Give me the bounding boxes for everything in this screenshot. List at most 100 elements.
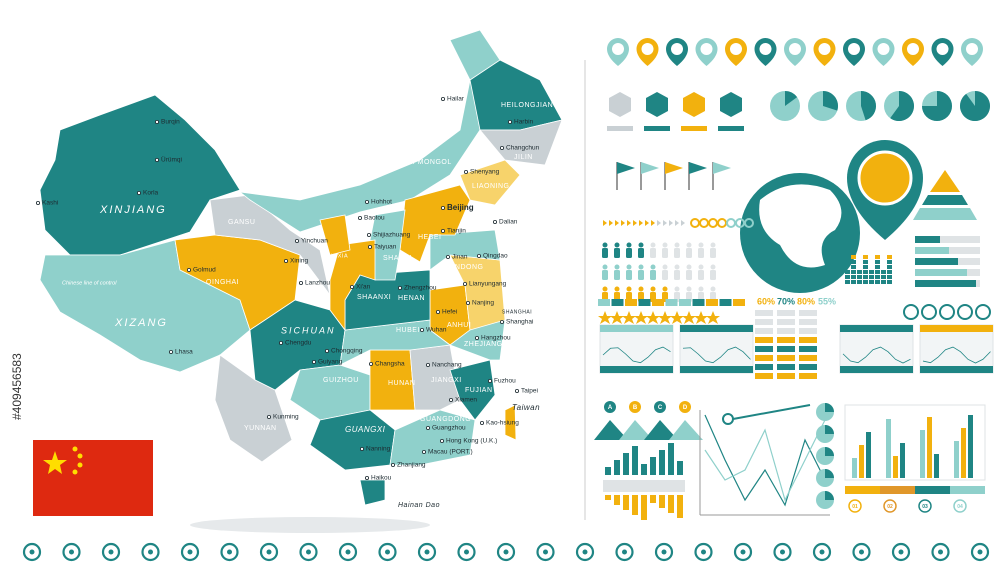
person-body (650, 270, 656, 280)
person-body (626, 248, 632, 258)
star (682, 311, 696, 324)
scale-cell (611, 299, 624, 306)
cell (777, 328, 795, 334)
bar (641, 495, 647, 520)
step-bar (845, 486, 880, 494)
bar (954, 441, 959, 478)
icon (385, 549, 390, 555)
step-bar (950, 486, 985, 494)
region (459, 159, 521, 206)
marker (629, 401, 641, 413)
icon (582, 549, 588, 555)
region (369, 209, 406, 281)
icon (733, 542, 753, 562)
icon (148, 549, 153, 555)
city-label: Macau (PORT.) (428, 449, 473, 456)
hexagon (720, 92, 742, 117)
province-label: HUNAN (388, 380, 415, 387)
scale-cell (719, 299, 732, 306)
city-dot (298, 280, 303, 285)
person-body (614, 270, 620, 280)
eq-bar (881, 280, 886, 284)
city-dot (136, 190, 141, 195)
province-labels: XINJIANG XIZANG QINGHAI GANSU SICHUAN NE… (62, 102, 559, 509)
star (658, 311, 672, 324)
step-bar (915, 486, 950, 494)
icon (615, 542, 634, 562)
person-head (674, 264, 680, 270)
person-head (674, 286, 680, 292)
icon (259, 542, 279, 562)
province-label: GANSU (228, 219, 255, 226)
city-dot (359, 446, 364, 451)
person-head (626, 242, 632, 248)
step-dot (848, 499, 862, 513)
city-label: Kashi (42, 200, 58, 207)
bar (859, 445, 864, 478)
city-label: Qingdao (483, 253, 508, 260)
province-label: HENAN (398, 295, 425, 302)
marker-label: C (658, 405, 663, 411)
eq-bar (851, 255, 856, 259)
star (610, 311, 624, 324)
track (915, 236, 980, 243)
icon (740, 549, 746, 555)
city-dot (283, 258, 288, 263)
person-body (602, 270, 608, 280)
scale-cell (638, 299, 651, 306)
city-dot (439, 438, 444, 443)
eq-bar (887, 280, 892, 284)
icon (62, 542, 81, 562)
icon (907, 43, 919, 55)
pyramid (922, 195, 968, 205)
city-dot (397, 285, 402, 290)
person-head (638, 286, 644, 292)
arrow (621, 220, 625, 226)
eq-bar (869, 275, 874, 279)
city-label: Xiamen (455, 397, 477, 404)
province-label: XINJIANG (99, 204, 167, 216)
person-head (686, 286, 692, 292)
step-dot (918, 499, 932, 513)
icon (101, 542, 121, 562)
eq-bar (857, 280, 862, 284)
mountain (619, 420, 653, 440)
ring (708, 218, 718, 228)
city-label: Harbin (514, 119, 534, 126)
city-dot (440, 97, 445, 102)
province-label: SHANDONG (439, 264, 483, 271)
icon (266, 549, 272, 555)
province-label: GUANGXI (345, 425, 386, 434)
icon (612, 43, 624, 55)
province-label: JIANGXI (431, 377, 462, 384)
bar (650, 457, 656, 475)
person-head (602, 242, 608, 248)
city-label: Taiyuan (374, 244, 397, 251)
province-label: HEILONGJIANG (501, 102, 559, 109)
eq-bar (875, 255, 880, 259)
icon (108, 549, 114, 555)
marker-label: D (683, 405, 688, 411)
widget-line (922, 346, 991, 364)
person-body (662, 248, 668, 258)
city-dot (154, 120, 159, 125)
pie-slice (861, 91, 877, 121)
bar (927, 417, 932, 478)
icon (464, 549, 469, 555)
bar (893, 456, 898, 478)
province-label: GUANGDONG (420, 416, 471, 423)
widget-line (842, 346, 911, 364)
watermark: #409456583 (10, 353, 24, 420)
person-head (686, 242, 692, 248)
icon (306, 549, 311, 555)
ring (744, 218, 754, 228)
bar (632, 495, 638, 515)
bar (614, 495, 620, 505)
scale-cell (733, 299, 745, 306)
person-head (698, 242, 704, 248)
icon (730, 43, 742, 55)
person-body (674, 248, 680, 258)
ring (957, 304, 973, 320)
person-head (698, 264, 704, 270)
eq-bar (863, 275, 868, 279)
